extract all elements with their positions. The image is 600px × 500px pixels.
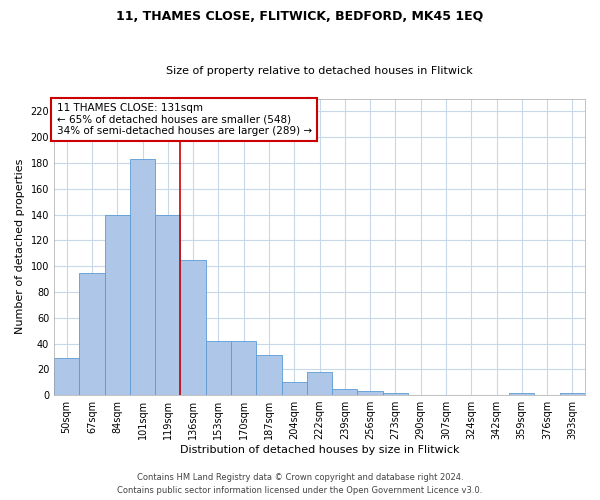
Bar [307, 372, 332, 395]
Bar [509, 392, 535, 395]
Bar [256, 355, 281, 395]
Bar [281, 382, 307, 395]
Bar [54, 358, 79, 395]
Bar [181, 260, 206, 395]
Bar [358, 391, 383, 395]
Text: 11 THAMES CLOSE: 131sqm
← 65% of detached houses are smaller (548)
34% of semi-d: 11 THAMES CLOSE: 131sqm ← 65% of detache… [56, 103, 312, 136]
X-axis label: Distribution of detached houses by size in Flitwick: Distribution of detached houses by size … [180, 445, 459, 455]
Bar [332, 388, 358, 395]
Bar [104, 214, 130, 395]
Bar [560, 392, 585, 395]
Y-axis label: Number of detached properties: Number of detached properties [15, 159, 25, 334]
Title: Size of property relative to detached houses in Flitwick: Size of property relative to detached ho… [166, 66, 473, 76]
Bar [383, 392, 408, 395]
Text: Contains HM Land Registry data © Crown copyright and database right 2024.
Contai: Contains HM Land Registry data © Crown c… [118, 474, 482, 495]
Bar [79, 272, 104, 395]
Bar [130, 159, 155, 395]
Text: 11, THAMES CLOSE, FLITWICK, BEDFORD, MK45 1EQ: 11, THAMES CLOSE, FLITWICK, BEDFORD, MK4… [116, 10, 484, 23]
Bar [231, 341, 256, 395]
Bar [155, 214, 181, 395]
Bar [206, 341, 231, 395]
